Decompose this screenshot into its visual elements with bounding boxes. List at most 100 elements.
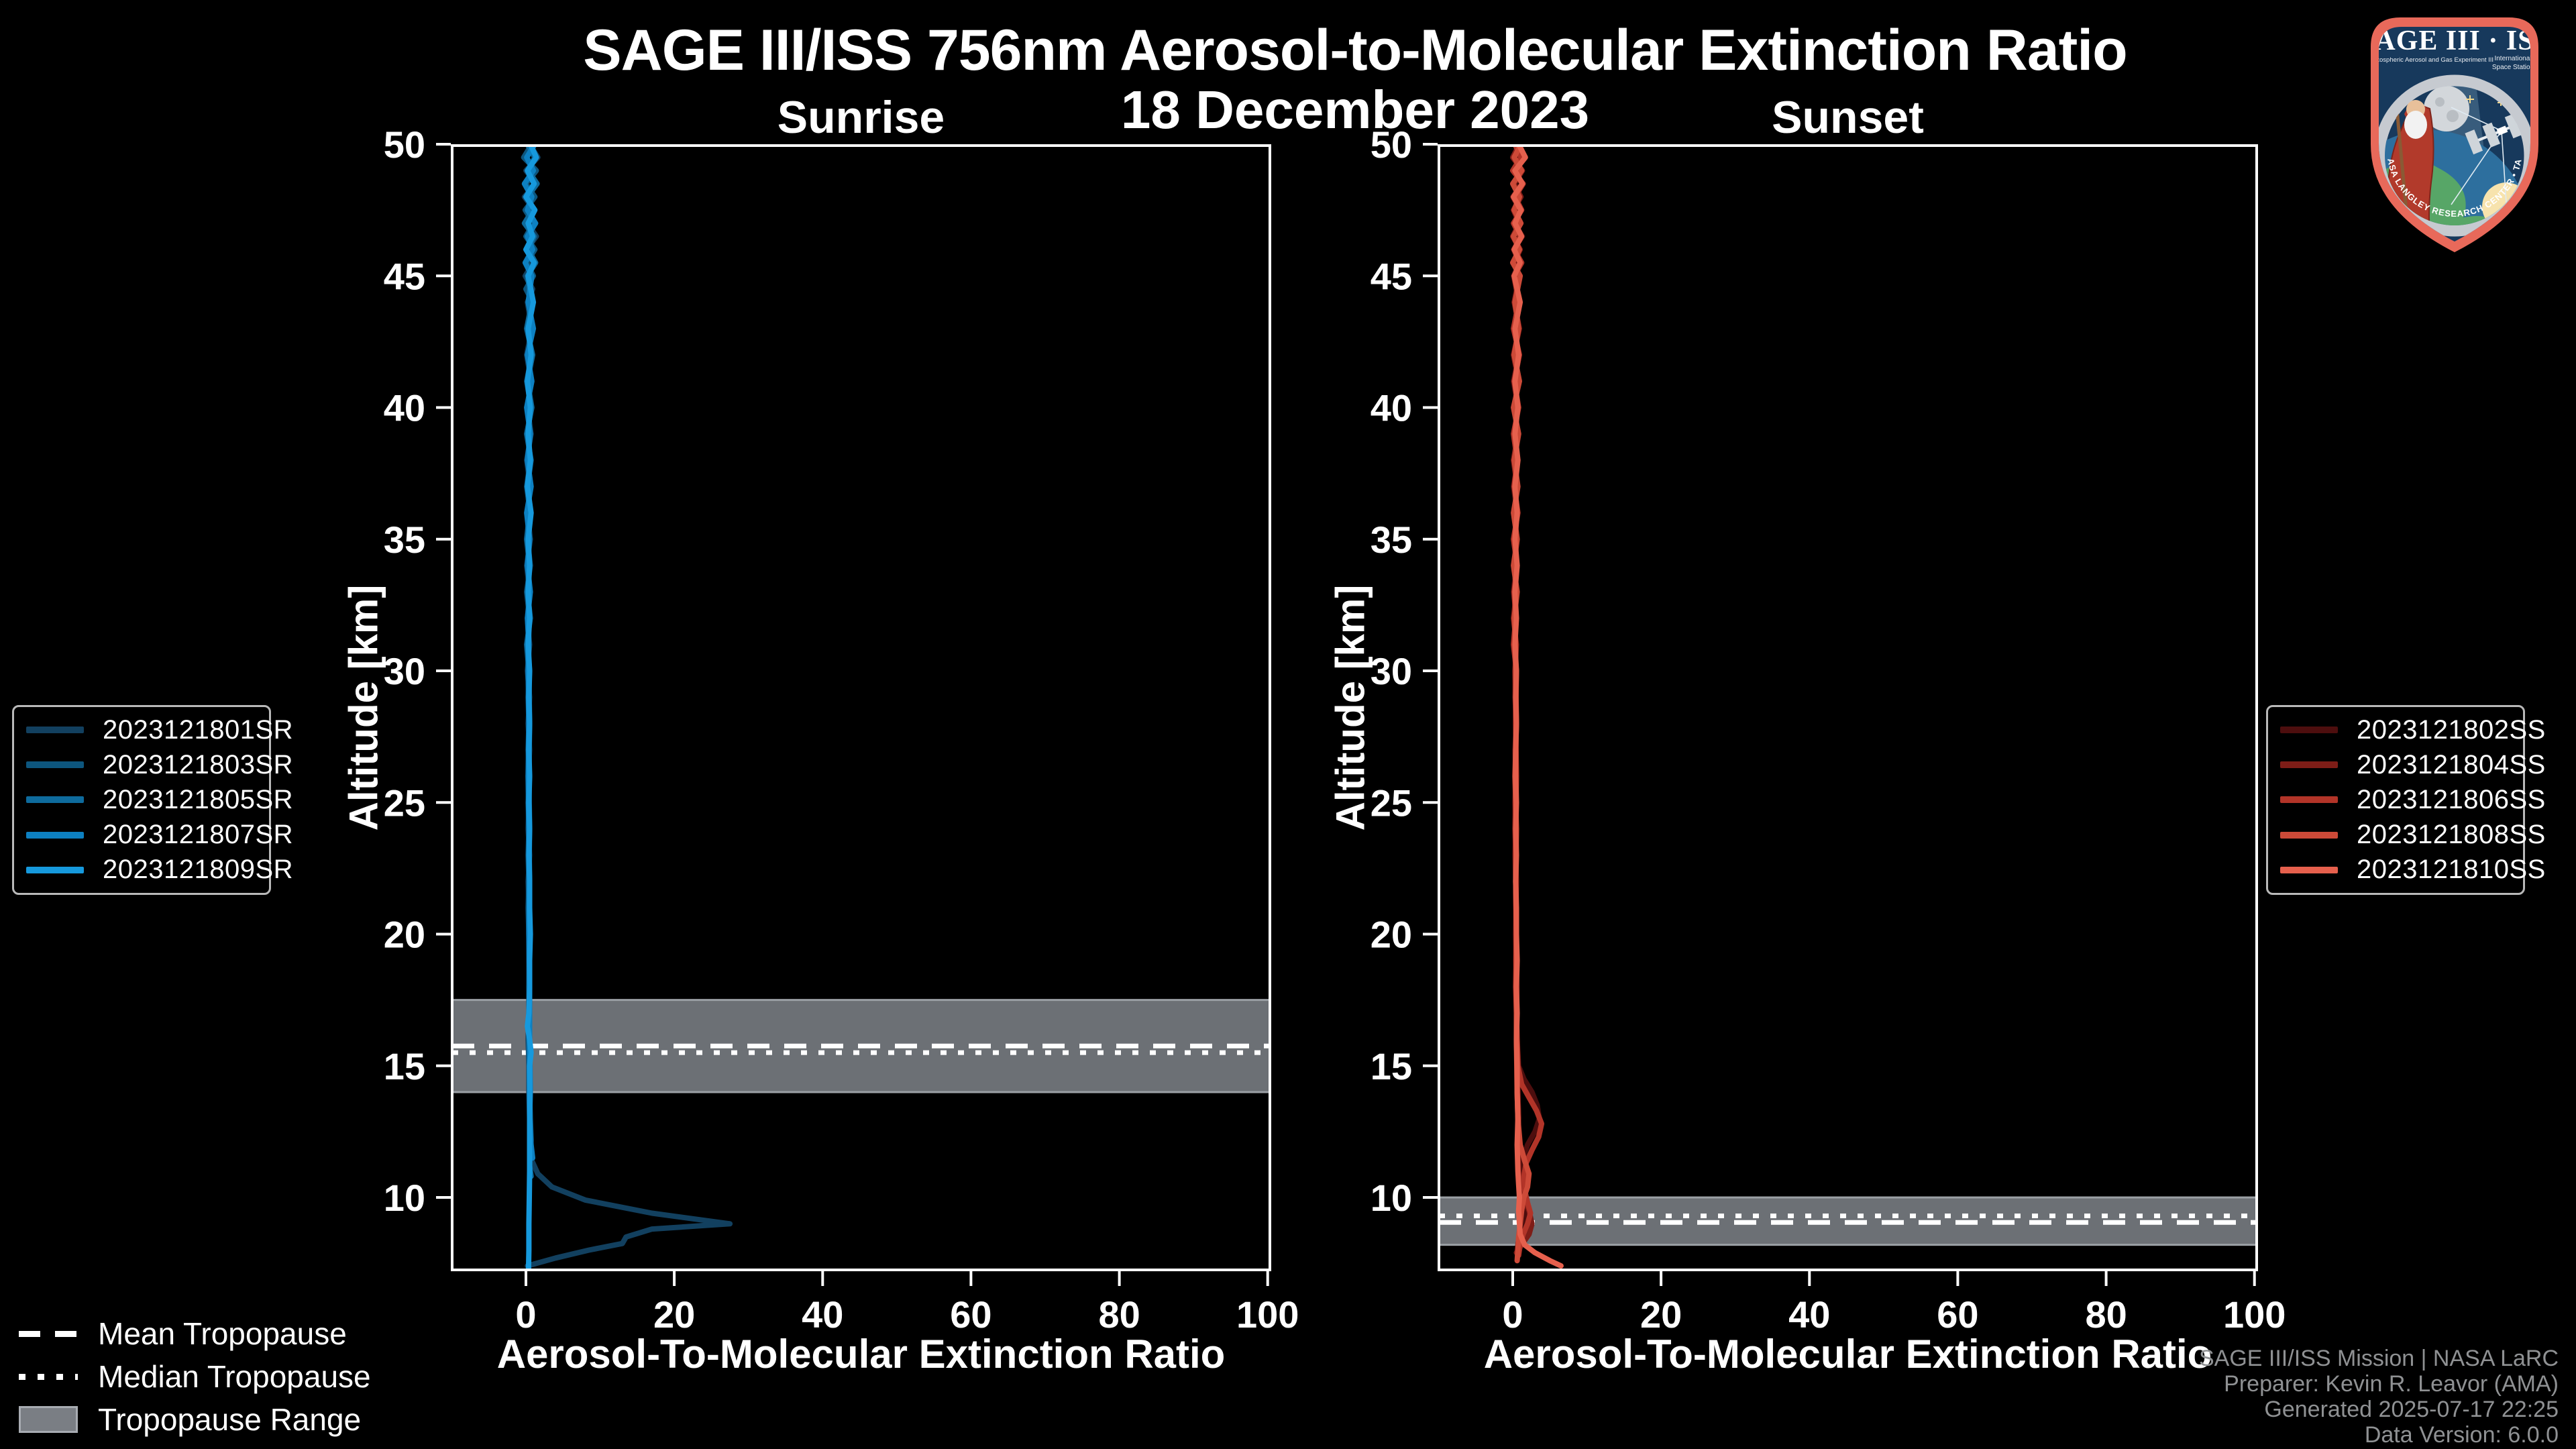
median-tropopause-label: Median Tropopause xyxy=(98,1359,371,1394)
series-color-swatch xyxy=(2280,866,2338,873)
series-color-swatch xyxy=(26,727,84,734)
sage-iii-iss-mission-patch-logo: SAGE III · ISS Stratospheric Aerosol and… xyxy=(2359,17,2551,252)
x-tick-label: 0 xyxy=(515,1293,536,1336)
data-curve xyxy=(523,144,539,1271)
patch-title: SAGE III · ISS xyxy=(2359,25,2551,56)
y-tick-label: 20 xyxy=(384,914,425,956)
y-tick-label: 10 xyxy=(384,1177,425,1219)
series-color-swatch xyxy=(2280,761,2338,769)
legend-item: 2023121810SS xyxy=(2268,855,2545,885)
y-tick-label: 20 xyxy=(1371,914,1412,956)
sunrise-plot: 0 20 40 60 80 100 50 45 40 35 30 25 20 15 10 xyxy=(384,123,1299,1336)
sunset-y-axis-label: Altitude [km] xyxy=(1328,584,1373,831)
sunset-panel-title: Sunset xyxy=(1772,92,1924,143)
series-label: 2023121806SS xyxy=(2357,784,2546,814)
x-tick-label: 100 xyxy=(1236,1293,1299,1336)
legend-item: 2023121809SR xyxy=(14,855,293,885)
series-color-swatch xyxy=(26,831,84,839)
y-tick-label: 40 xyxy=(384,387,425,429)
sunset-plot: 0 20 40 60 80 100 50 45 40 35 30 25 20 15 10 xyxy=(1371,123,2286,1336)
sight-line xyxy=(2501,130,2507,203)
figure-title: SAGE III/ISS 756nm Aerosol-to-Molecular … xyxy=(583,18,2127,83)
series-color-swatch xyxy=(2280,727,2338,734)
x-tick-label: 20 xyxy=(1640,1293,1682,1336)
patch-subtitle-space-station: Space Station xyxy=(2492,64,2534,71)
y-tick-label: 50 xyxy=(1371,123,1412,166)
y-tick-label: 25 xyxy=(1371,782,1412,824)
y-tick-label: 50 xyxy=(384,123,425,166)
median-tropopause-dotted-swatch xyxy=(19,1373,78,1380)
sunrise-legend: 2023121801SR 2023121803SR 2023121805SR 2… xyxy=(12,705,293,895)
earth xyxy=(2385,130,2524,225)
credits-block: SAGE III/ISS Mission | NASA LaRC Prepare… xyxy=(2199,1346,2559,1448)
x-tick-label: 40 xyxy=(802,1293,843,1336)
y-tick-label: 45 xyxy=(384,255,425,297)
legend-item: Tropopause Range xyxy=(19,1398,371,1441)
series-color-swatch xyxy=(26,761,84,769)
series-label: 2023121805SR xyxy=(103,784,294,814)
sunset-legend: 2023121802SS 2023121804SS 2023121806SS 2… xyxy=(2266,705,2545,895)
x-tick-label: 80 xyxy=(1098,1293,1140,1336)
credit-line-preparer: Preparer: Kevin R. Leavor (AMA) xyxy=(2224,1371,2559,1397)
series-label: 2023121807SR xyxy=(103,820,294,850)
x-tick-label: 80 xyxy=(2085,1293,2127,1336)
series-label: 2023121801SR xyxy=(103,714,294,745)
axes-spines xyxy=(1438,144,2258,1271)
series-color-swatch xyxy=(26,866,84,873)
x-tick-label: 20 xyxy=(653,1293,695,1336)
legend-item: 2023121807SR xyxy=(14,820,293,850)
axes-spines xyxy=(451,144,1271,1271)
legend-item: Median Tropopause xyxy=(19,1355,371,1398)
credit-line-generated: Generated 2025-07-17 22:25 xyxy=(2264,1397,2559,1422)
series-label: 2023121802SS xyxy=(2357,714,2546,745)
series-label: 2023121804SS xyxy=(2357,749,2546,780)
legend-item: 2023121801SR xyxy=(14,715,293,745)
series-label: 2023121803SR xyxy=(103,749,294,780)
credit-line-version: Data Version: 6.0.0 xyxy=(2364,1422,2559,1448)
series-color-swatch xyxy=(2280,796,2338,804)
legend-item: 2023121806SS xyxy=(2268,785,2545,815)
legend-item: 2023121802SS xyxy=(2268,715,2545,745)
y-tick-label: 15 xyxy=(1371,1045,1412,1087)
y-tick-label: 10 xyxy=(1371,1177,1412,1219)
y-tick-label: 35 xyxy=(1371,519,1412,561)
figure-date-subtitle: 18 December 2023 xyxy=(1120,80,1590,140)
x-tick-label: 60 xyxy=(1937,1293,1978,1336)
legend-item: 2023121805SR xyxy=(14,785,293,815)
moon-crater xyxy=(2447,110,2459,122)
series-label: 2023121809SR xyxy=(103,855,294,885)
patch-subtitle-left: Stratospheric Aerosol and Gas Experiment… xyxy=(2366,56,2493,64)
series-label: 2023121810SS xyxy=(2357,855,2546,885)
series-color-swatch xyxy=(26,796,84,804)
y-tick-label: 25 xyxy=(384,782,425,824)
series-color-swatch xyxy=(2280,831,2338,839)
y-tick-label: 35 xyxy=(384,519,425,561)
moon-crater xyxy=(2435,97,2445,107)
x-tick-label: 40 xyxy=(1788,1293,1830,1336)
x-tick-label: 0 xyxy=(1502,1293,1523,1336)
x-tick-label: 60 xyxy=(950,1293,991,1336)
credit-line-mission: SAGE III/ISS Mission | NASA LaRC xyxy=(2198,1346,2559,1371)
y-tick-label: 45 xyxy=(1371,255,1412,297)
moon xyxy=(2424,86,2469,131)
sunset-x-axis-label: Aerosol-To-Molecular Extinction Ratio xyxy=(1483,1332,2212,1377)
mean-tropopause-dashed-swatch xyxy=(19,1330,78,1337)
patch-subtitle-international: International xyxy=(2494,55,2531,62)
sunrise-panel-title: Sunrise xyxy=(777,92,945,143)
y-tick-label: 30 xyxy=(1371,650,1412,692)
legend-item: Mean Tropopause xyxy=(19,1312,371,1355)
y-tick-label: 40 xyxy=(1371,387,1412,429)
legend-item: 2023121804SS xyxy=(2268,750,2545,780)
data-curve xyxy=(1511,144,1564,1269)
y-tick-label: 15 xyxy=(384,1045,425,1087)
legend-item: 2023121803SR xyxy=(14,750,293,780)
sunrise-y-axis-label: Altitude [km] xyxy=(341,584,386,831)
tropopause-range-patch-swatch xyxy=(19,1406,78,1433)
y-tick-label: 30 xyxy=(384,650,425,692)
tropopause-legend: Mean Tropopause Median Tropopause Tropop… xyxy=(19,1312,371,1441)
mean-tropopause-label: Mean Tropopause xyxy=(98,1316,347,1351)
data-curve xyxy=(521,144,733,1269)
legend-item: 2023121808SS xyxy=(2268,820,2545,850)
x-tick-label: 100 xyxy=(2223,1293,2286,1336)
